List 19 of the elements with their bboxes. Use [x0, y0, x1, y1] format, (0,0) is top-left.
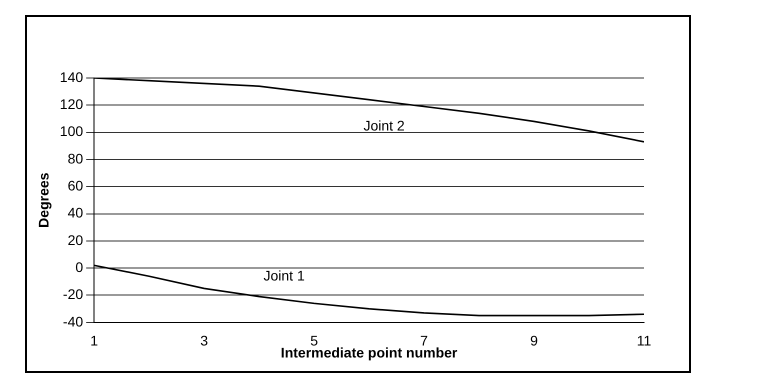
series-label: Joint 1 — [263, 267, 305, 284]
series-label: Joint 2 — [363, 117, 405, 134]
x-tick-label: 11 — [636, 332, 652, 349]
y-tick-label: 100 — [60, 123, 84, 140]
x-tick-label: 9 — [530, 332, 538, 349]
y-tick-label: -40 — [62, 313, 84, 330]
y-tick-label: 140 — [60, 68, 84, 85]
y-tick-label: 20 — [68, 232, 84, 248]
y-tick-label: 40 — [68, 204, 84, 221]
x-tick-label: 3 — [200, 332, 208, 349]
y-tick-label: 120 — [60, 96, 84, 112]
x-tick-label: 1 — [90, 332, 98, 349]
y-tick-label: 0 — [75, 258, 84, 275]
x-tick-label: 7 — [420, 332, 428, 349]
y-tick-label: -20 — [62, 286, 84, 302]
y-axis-title: Degrees — [35, 172, 52, 228]
y-tick-label: 60 — [68, 177, 84, 194]
x-tick-label: 5 — [310, 332, 318, 349]
y-tick-label: 80 — [68, 150, 84, 166]
